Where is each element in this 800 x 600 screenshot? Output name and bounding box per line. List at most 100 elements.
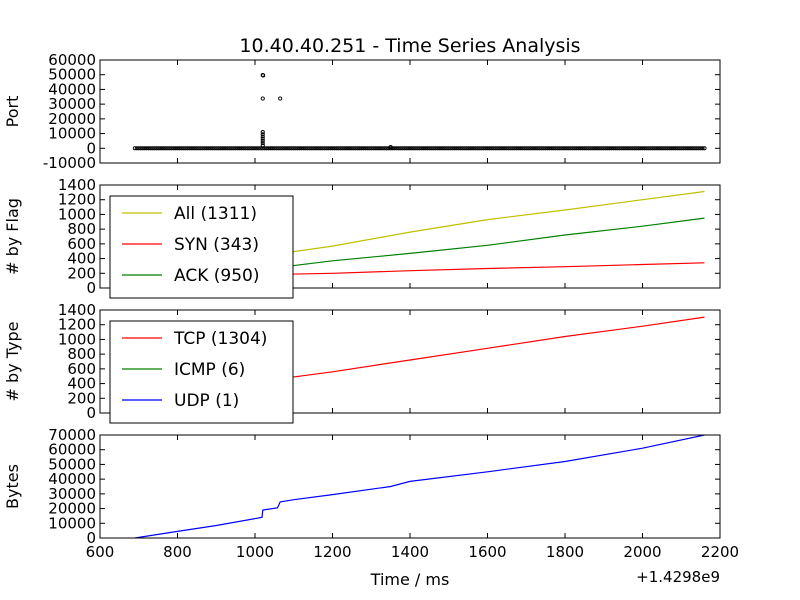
scatter-point — [181, 146, 186, 151]
scatter-point — [146, 146, 151, 151]
scatter-point — [568, 146, 573, 151]
scatter-point — [266, 146, 271, 151]
scatter-point — [320, 146, 325, 151]
scatter-point — [512, 146, 517, 151]
scatter-point — [593, 146, 599, 151]
scatter-point — [464, 146, 469, 151]
scatter-point — [456, 146, 461, 151]
scatter-point — [400, 146, 405, 151]
scatter-point — [278, 96, 283, 101]
scatter-point — [287, 146, 292, 151]
scatter-point — [355, 146, 360, 151]
scatter-point — [469, 146, 475, 151]
y-tick-label: 60000 — [48, 51, 96, 69]
scatter-point — [597, 146, 602, 151]
scatter-point — [274, 146, 279, 151]
scatter-point — [661, 146, 666, 151]
scatter-point — [520, 146, 525, 151]
scatter-point — [202, 146, 207, 151]
scatter-point — [289, 146, 294, 151]
scatter-point — [508, 146, 513, 151]
scatter-point — [440, 146, 445, 151]
scatter-point — [642, 146, 647, 151]
scatter-point — [260, 138, 265, 143]
scatter-point — [683, 146, 688, 151]
scatter-point — [531, 146, 537, 151]
scatter-point — [667, 146, 672, 151]
scatter-point — [547, 146, 552, 151]
scatter-point — [466, 146, 471, 151]
scatter-point — [609, 146, 614, 151]
scatter-point — [152, 146, 157, 151]
scatter-point — [409, 146, 414, 151]
x-tick-label: 1800 — [546, 543, 584, 561]
scatter-point — [638, 146, 643, 151]
scatter-point — [183, 146, 188, 151]
scatter-point — [328, 146, 333, 151]
scatter-point — [576, 146, 581, 151]
scatter-point — [588, 146, 593, 151]
scatter-point — [382, 146, 387, 151]
x-tick-label: 1200 — [313, 543, 351, 561]
y-tick-label: 600 — [67, 360, 96, 378]
scatter-point — [338, 146, 343, 151]
scatter-point — [514, 146, 519, 151]
scatter-point — [506, 146, 511, 151]
scatter-point — [144, 146, 149, 151]
scatter-point — [140, 146, 145, 151]
scatter-point — [555, 146, 560, 151]
y-tick-label: 50000 — [48, 66, 96, 84]
scatter-point — [690, 146, 695, 151]
scatter-point — [216, 146, 221, 151]
scatter-point — [231, 146, 236, 151]
scatter-point — [260, 130, 265, 135]
scatter-point — [566, 146, 571, 151]
scatter-point — [657, 146, 662, 151]
scatter-point — [361, 146, 366, 151]
y-tick-label: 0 — [86, 404, 96, 422]
scatter-point — [132, 146, 137, 151]
y-tick-label: 0 — [86, 529, 96, 547]
scatter-point — [297, 146, 302, 151]
y-tick-label: 20000 — [48, 110, 96, 128]
scatter-point — [435, 146, 440, 151]
y-tick-label: 60000 — [48, 441, 96, 459]
y-axis-label: Port — [3, 96, 22, 128]
scatter-point — [365, 146, 370, 151]
scatter-point — [634, 146, 639, 151]
scatter-point — [175, 146, 180, 151]
y-tick-label: 1400 — [58, 301, 96, 319]
scatter-point — [621, 146, 626, 151]
scatter-point — [262, 146, 267, 151]
scatter-point — [406, 146, 411, 151]
scatter-point — [623, 146, 628, 151]
scatter-point — [148, 146, 153, 151]
scatter-point — [394, 146, 399, 151]
scatter-point — [500, 146, 506, 151]
scatter-point — [233, 146, 238, 151]
scatter-point — [254, 146, 259, 151]
scatter-point — [613, 146, 618, 151]
scatter-point — [696, 146, 701, 151]
y-tick-label: 40000 — [48, 470, 96, 488]
scatter-point — [260, 132, 265, 137]
scatter-point — [477, 146, 482, 151]
scatter-point — [177, 146, 182, 151]
x-tick-label: 600 — [86, 543, 115, 561]
scatter-point — [251, 146, 256, 151]
scatter-point — [303, 146, 308, 151]
scatter-point — [159, 146, 165, 151]
x-axis-label: Time / ms — [370, 570, 450, 589]
scatter-point — [648, 146, 653, 151]
scatter-point — [479, 146, 484, 151]
scatter-point — [458, 146, 463, 151]
scatter-point — [371, 146, 376, 151]
scatter-point — [433, 146, 438, 151]
scatter-point — [384, 146, 389, 151]
legend-label: ACK (950) — [174, 266, 259, 286]
y-tick-label: 0 — [86, 279, 96, 297]
scatter-point — [446, 146, 451, 151]
scatter-point — [276, 146, 281, 151]
scatter-point — [582, 146, 587, 151]
